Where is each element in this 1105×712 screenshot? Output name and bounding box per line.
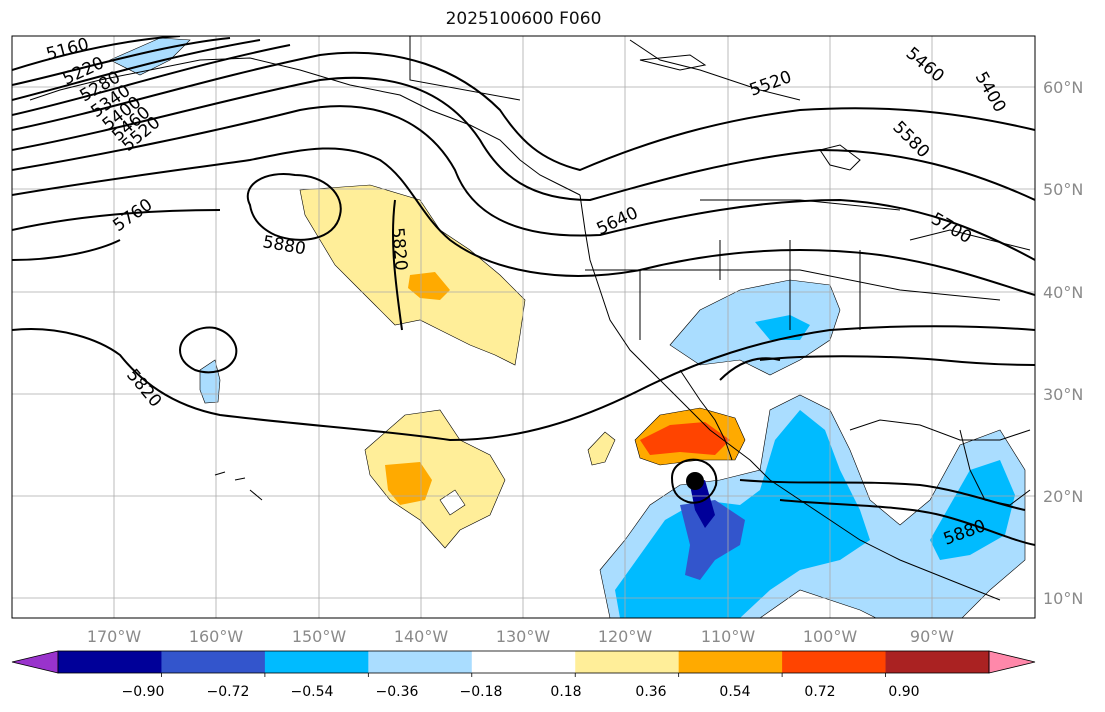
contour-label: 5820: [387, 227, 411, 272]
graticule: [12, 36, 1035, 618]
positive-shading-region-core: [408, 272, 450, 300]
colorbar-segment: [161, 651, 266, 673]
longitude-axis: 170°W 160°W 150°W 140°W 130°W 120°W 110°…: [87, 627, 954, 646]
colorbar-tick-label: −0.54: [291, 684, 334, 700]
negative-shading-core: [615, 410, 870, 618]
positive-shading-region-core: [640, 422, 730, 455]
longitude-label: 170°W: [87, 627, 142, 646]
colorbar-tick-label: 0.36: [635, 684, 666, 700]
low-center-marker: [686, 472, 704, 490]
colorbar: −0.90 −0.72 −0.54 −0.36 −0.18 0.18 0.36 …: [11, 650, 1036, 700]
colorbar-segment: [368, 651, 473, 673]
negative-shading-region: [199, 359, 221, 404]
colorbar-segment: [575, 651, 680, 673]
colorbar-segment: [264, 651, 369, 673]
map-frame: [11, 35, 1036, 619]
latitude-axis: 60°N 50°N 40°N 30°N 20°N 10°N: [1043, 78, 1083, 608]
map-plot-area: 5160 5220 5280 5340 5400 5460 5520 5760 …: [12, 36, 1035, 618]
longitude-label: 160°W: [189, 627, 244, 646]
latitude-label: 50°N: [1043, 180, 1083, 199]
longitude-label: 140°W: [394, 627, 449, 646]
longitude-label: 120°W: [598, 627, 653, 646]
very-strong-negative-core: [690, 480, 715, 528]
colorbar-segment: [471, 651, 576, 673]
latitude-label: 60°N: [1043, 78, 1083, 97]
positive-shading-region: [364, 409, 506, 549]
map-title: 2025100600 F060: [445, 9, 602, 29]
longitude-label: 110°W: [701, 627, 756, 646]
colorbar-tick-label: 0.72: [804, 684, 835, 700]
colorbar-tick-label: −0.36: [376, 684, 419, 700]
colorbar-tick-label: 0.18: [550, 684, 581, 700]
negative-shading-core: [755, 315, 810, 340]
colorbar-high-extend: [988, 650, 1036, 674]
latitude-label: 10°N: [1043, 589, 1083, 608]
negative-shading-core: [930, 460, 1015, 560]
longitude-label: 100°W: [803, 627, 858, 646]
colorbar-tick-label: 0.54: [719, 684, 750, 700]
latitude-label: 20°N: [1043, 487, 1083, 506]
colorbar-tick-label: −0.18: [460, 684, 503, 700]
longitude-label: 90°W: [910, 627, 954, 646]
strong-negative-core: [680, 500, 745, 580]
longitude-label: 130°W: [496, 627, 551, 646]
latitude-label: 40°N: [1043, 283, 1083, 302]
colorbar-tick-label: −0.90: [122, 684, 165, 700]
negative-shading-region: [669, 279, 841, 376]
colorbar-segment: [58, 651, 162, 673]
latitude-label: 30°N: [1043, 385, 1083, 404]
colorbar-tick-label: −0.72: [207, 684, 250, 700]
height-contours: [12, 36, 1035, 546]
colorbar-tick-label: 0.90: [888, 684, 919, 700]
colorbar-segment: [782, 651, 887, 673]
longitude-label: 150°W: [292, 627, 347, 646]
colorbar-frame: [57, 650, 990, 674]
positive-shading-region: [587, 431, 616, 466]
colorbar-segment: [678, 651, 783, 673]
colorbar-low-extend: [11, 650, 59, 674]
coastlines: [29, 36, 1031, 601]
positive-shading-region-core: [385, 462, 432, 505]
colorbar-segment: [885, 651, 990, 673]
